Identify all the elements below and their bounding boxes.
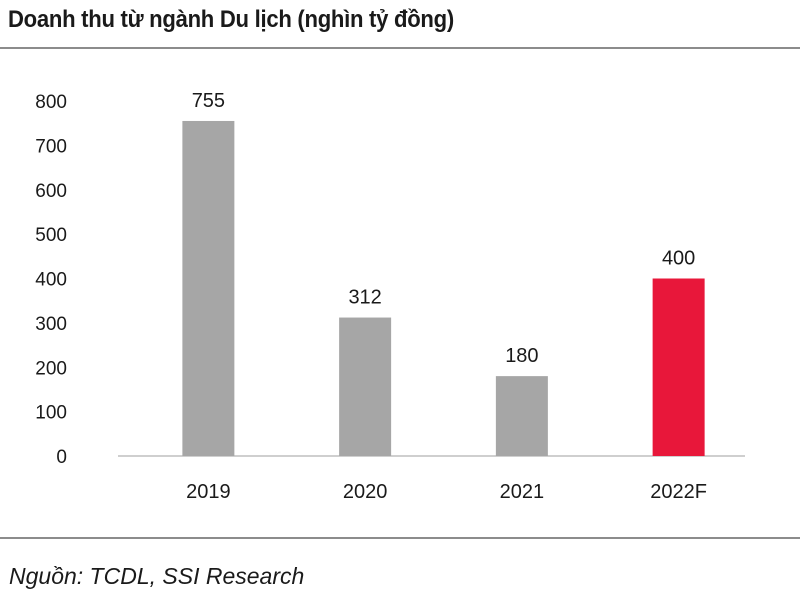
source-note: Nguồn: TCDL, SSI Research (9, 563, 305, 589)
y-tick-label: 600 (35, 181, 67, 202)
x-axis-ticks: 2019 2020 2021 2022F (186, 481, 707, 503)
y-tick-label: 200 (35, 358, 67, 379)
bar-2022f (652, 278, 705, 456)
data-label: 180 (505, 345, 538, 367)
y-tick-label: 800 (35, 92, 67, 113)
data-labels: 755 312 180 400 (192, 90, 696, 367)
chart-title: Doanh thu từ ngành Du lịch (nghìn tỷ đồn… (8, 6, 454, 33)
bottom-divider (0, 537, 800, 539)
bar-2020 (339, 317, 392, 456)
bar-2021 (495, 376, 548, 456)
x-tick-label: 2021 (500, 481, 545, 503)
y-tick-label: 300 (35, 314, 67, 335)
bar-2019 (182, 120, 235, 456)
x-tick-label: 2019 (186, 481, 231, 503)
bars (182, 120, 705, 456)
top-divider (0, 47, 800, 49)
data-label: 755 (192, 90, 225, 112)
y-tick-label: 100 (35, 403, 67, 424)
y-axis-ticks: 0 100 200 300 400 500 600 700 800 (35, 92, 67, 468)
y-tick-label: 400 (35, 270, 67, 291)
x-tick-label: 2022F (650, 481, 707, 503)
y-tick-label: 0 (56, 447, 67, 468)
data-label: 400 (662, 248, 695, 270)
y-tick-label: 500 (35, 225, 67, 246)
data-label: 312 (348, 287, 381, 309)
y-tick-label: 700 (35, 136, 67, 157)
x-tick-label: 2020 (343, 481, 388, 503)
